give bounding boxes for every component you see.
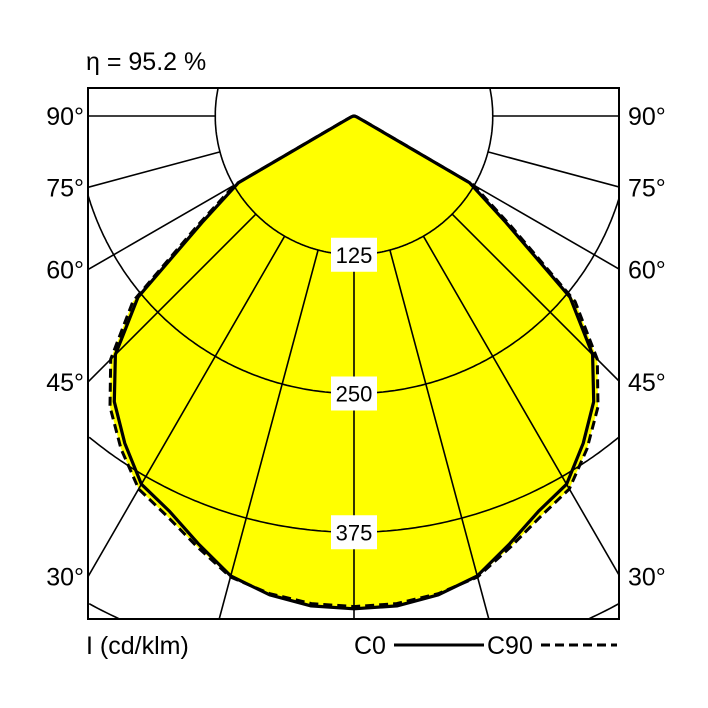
radial-line-m75	[487, 151, 619, 188]
angle-label-right: 75°	[628, 174, 666, 202]
chart-title: η = 95.2 %	[86, 48, 206, 76]
radial-line-m15	[389, 249, 490, 619]
curve-c90	[108, 114, 600, 609]
legend-label-c90: C90	[487, 632, 533, 660]
radial-tick-label: 125	[336, 243, 373, 268]
angle-label-left: 30°	[46, 564, 84, 592]
angle-label-left: 45°	[46, 369, 84, 397]
legend: C0 C90	[354, 632, 617, 660]
radial-tick-label: 250	[336, 382, 373, 407]
angle-label-left: 60°	[46, 257, 84, 285]
curve-c0	[112, 114, 596, 611]
radial-line-75	[88, 151, 221, 189]
radial-line-15	[218, 249, 319, 619]
plot-frame	[87, 87, 620, 620]
unit-label: I (cd/klm)	[86, 632, 189, 660]
radial-line-m60	[473, 184, 619, 270]
angle-label-right: 45°	[628, 369, 666, 397]
tick-label-bg	[331, 237, 377, 272]
angle-label-left: 90°	[46, 103, 84, 131]
legend-label-c0: C0	[354, 632, 386, 660]
radial-tick-label: 375	[336, 520, 373, 545]
tick-label-bg	[331, 376, 377, 411]
radial-line-30	[88, 235, 286, 578]
angle-label-left: 75°	[46, 174, 84, 202]
tick-label-bg	[331, 515, 377, 550]
radial-line-60	[88, 184, 235, 271]
radial-line-m30	[422, 235, 619, 576]
angle-label-right: 30°	[628, 564, 666, 592]
angle-label-right: 60°	[628, 257, 666, 285]
angle-label-right: 90°	[628, 103, 666, 131]
grid-circle-500	[88, 602, 619, 619]
